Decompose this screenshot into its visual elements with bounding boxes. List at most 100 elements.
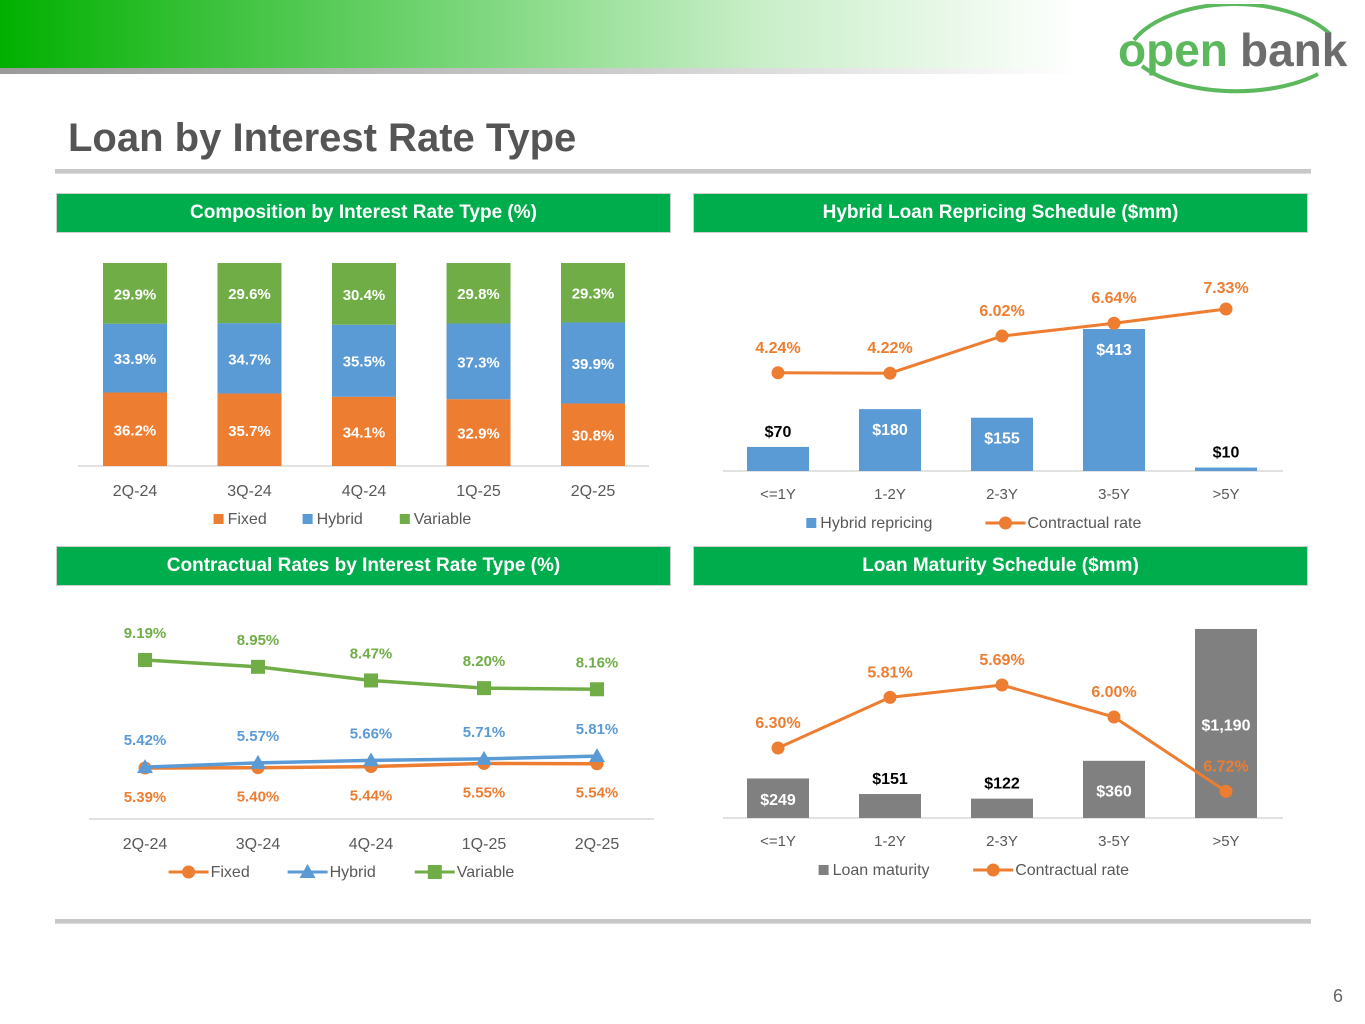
legend-marker-contractual-rate (986, 863, 1000, 877)
legend-swatch-hybrid (302, 514, 313, 524)
bar-loan-maturity-2-3y (971, 798, 1033, 818)
point-hybrid-2q-25 (589, 748, 605, 763)
data-label-contractual-rate-1y: 4.24% (755, 340, 800, 357)
data-label-hybrid-3q-24: 5.57% (237, 728, 280, 745)
bar-variable-1q-25 (446, 263, 511, 324)
point-contractual-rate-1-2y (883, 366, 897, 380)
bar-hybrid-2q-24 (103, 323, 167, 393)
data-label-hybrid-4q-24: 35.5% (343, 354, 386, 371)
point-contractual-rate-3-5y (1107, 316, 1121, 330)
title-divider (55, 169, 1311, 174)
data-label-hybrid-2q-25: 5.81% (576, 721, 619, 738)
tick-label-5y: >5Y (1212, 486, 1239, 503)
legend-label-contractual-rate: Contractual rate (1028, 515, 1142, 532)
legend-swatch-loan-maturity (818, 865, 829, 875)
data-label-fixed-3q-24: 35.7% (228, 423, 271, 440)
bar-hybrid-repricing-2-3y (971, 417, 1033, 471)
page-number: 6 (1332, 986, 1343, 1006)
legend-marker-contractual-rate (999, 516, 1012, 530)
data-label-variable-2q-25: 8.16% (576, 654, 619, 671)
point-contractual-rate-1y (771, 741, 785, 755)
tick-label-4q-24: 4Q-24 (342, 483, 387, 500)
point-hybrid-1q-25 (476, 750, 492, 765)
bar-hybrid-repricing-3-5y (1083, 329, 1145, 471)
data-label-loan-maturity-5y: $1,190 (1202, 718, 1251, 735)
legend-swatch-variable (399, 514, 410, 524)
point-hybrid-4q-24 (363, 752, 379, 767)
data-label-variable-4q-24: 8.47% (350, 645, 393, 662)
point-variable-1q-25 (477, 681, 491, 696)
data-label-variable-1q-25: 8.20% (463, 653, 506, 670)
tick-label-1y: <=1Y (760, 486, 796, 503)
repricing-chart: $70 <=1Y $180 1-2Y $155 2-3Y $413 3-5Y $10 >5Y 4.2… (723, 280, 1283, 532)
tick-label-2-3y: 2-3Y (986, 486, 1018, 503)
tick-label-5y: >5Y (1212, 833, 1239, 850)
bar-variable-2q-25 (561, 263, 625, 323)
tick-label-1-2y: 1-2Y (874, 486, 906, 503)
bar-fixed-3q-24 (217, 393, 282, 466)
data-label-hybrid-1q-25: 5.71% (463, 724, 506, 741)
bar-variable-4q-24 (332, 263, 396, 325)
tick-label-2q-25: 2Q-25 (575, 836, 620, 853)
composition-chart: 36.2% 33.9% 29.9% 2Q-24 35.7% 34.7% 29.6% 3Q-24… (78, 263, 649, 528)
legend-label-fixed: Fixed (211, 864, 250, 881)
tick-label-3-5y: 3-5Y (1098, 833, 1130, 850)
data-label-fixed-4q-24: 34.1% (343, 424, 386, 441)
openbank-logo: open bank (1118, 4, 1348, 94)
panel-header-maturity: Loan Maturity Schedule ($mm) (693, 546, 1308, 586)
data-label-contractual-rate-5y: 7.33% (1203, 280, 1248, 297)
data-label-variable-4q-24: 30.4% (343, 287, 386, 304)
panel-header-repricing: Hybrid Loan Repricing Schedule ($mm) (693, 193, 1308, 233)
data-label-contractual-rate-2-3y: 5.69% (979, 652, 1024, 669)
data-label-contractual-rate-3-5y: 6.00% (1091, 684, 1136, 701)
data-label-contractual-rate-2-3y: 6.02% (979, 303, 1024, 320)
bar-hybrid-3q-24 (217, 323, 282, 394)
data-label-hybrid-2q-24: 5.42% (124, 732, 167, 749)
bar-fixed-1q-25 (446, 399, 511, 466)
data-label-variable-3q-24: 8.95% (237, 632, 280, 649)
page-title: Loan by Interest Rate Type (68, 116, 577, 160)
point-contractual-rate-2-3y (995, 329, 1009, 343)
bar-hybrid-repricing-1y (747, 446, 809, 471)
bar-hybrid-repricing-1-2y (859, 409, 921, 471)
logo-text-bank: bank (1240, 24, 1348, 76)
data-label-contractual-rate-1y: 6.30% (755, 715, 800, 732)
point-contractual-rate-5y (1219, 302, 1233, 316)
tick-label-2q-24: 2Q-24 (113, 483, 158, 500)
legend-label-hybrid-repricing: Hybrid repricing (820, 515, 932, 532)
tick-label-3q-24: 3Q-24 (236, 836, 281, 853)
data-label-variable-1q-25: 29.8% (457, 286, 500, 303)
data-label-hybrid-1q-25: 37.3% (457, 354, 500, 371)
data-label-loan-maturity-3-5y: $360 (1096, 783, 1132, 800)
data-label-hybrid-2q-24: 33.9% (114, 351, 157, 368)
rates-chart: 2Q-24 3Q-24 4Q-24 1Q-25 2Q-25 5.39% 5.40% 5.44%… (89, 625, 654, 881)
data-label-hybrid-repricing-2-3y: $155 (984, 431, 1020, 448)
bar-hybrid-repricing-5y (1195, 467, 1257, 471)
legend-marker-fixed (182, 865, 196, 879)
maturity-chart: $249 <=1Y $151 1-2Y $122 2-3Y $360 3-5Y $1,190 >5… (723, 629, 1283, 879)
bar-hybrid-2q-25 (561, 322, 625, 404)
legend-label-contractual-rate: Contractual rate (1015, 862, 1129, 879)
tick-label-1q-25: 1Q-25 (456, 483, 501, 500)
tick-label-1-2y: 1-2Y (874, 833, 906, 850)
data-label-contractual-rate-3-5y: 6.64% (1091, 290, 1136, 307)
logo-text-open: open (1118, 24, 1228, 76)
data-label-variable-2q-25: 29.3% (572, 286, 615, 303)
bar-fixed-2q-24 (103, 392, 167, 466)
tick-label-3-5y: 3-5Y (1098, 486, 1130, 503)
data-label-variable-2q-24: 29.9% (114, 286, 157, 303)
data-label-fixed-2q-25: 30.8% (572, 428, 615, 445)
point-hybrid-2q-24 (137, 759, 153, 774)
point-hybrid-3q-24 (250, 754, 266, 769)
legend-swatch-hybrid-repricing (806, 518, 817, 528)
data-label-fixed-1q-25: 5.55% (463, 784, 506, 801)
legend-label-fixed: Fixed (228, 511, 267, 528)
point-contractual-rate-3-5y (1107, 710, 1121, 724)
data-label-variable-3q-24: 29.6% (228, 286, 271, 303)
tick-label-2q-25: 2Q-25 (571, 483, 616, 500)
point-contractual-rate-5y (1219, 784, 1233, 798)
data-label-hybrid-repricing-1y: $70 (765, 424, 792, 441)
data-label-contractual-rate-1-2y: 5.81% (867, 664, 912, 681)
data-label-hybrid-repricing-3-5y: $413 (1096, 342, 1132, 359)
point-contractual-rate-1y (771, 366, 785, 380)
